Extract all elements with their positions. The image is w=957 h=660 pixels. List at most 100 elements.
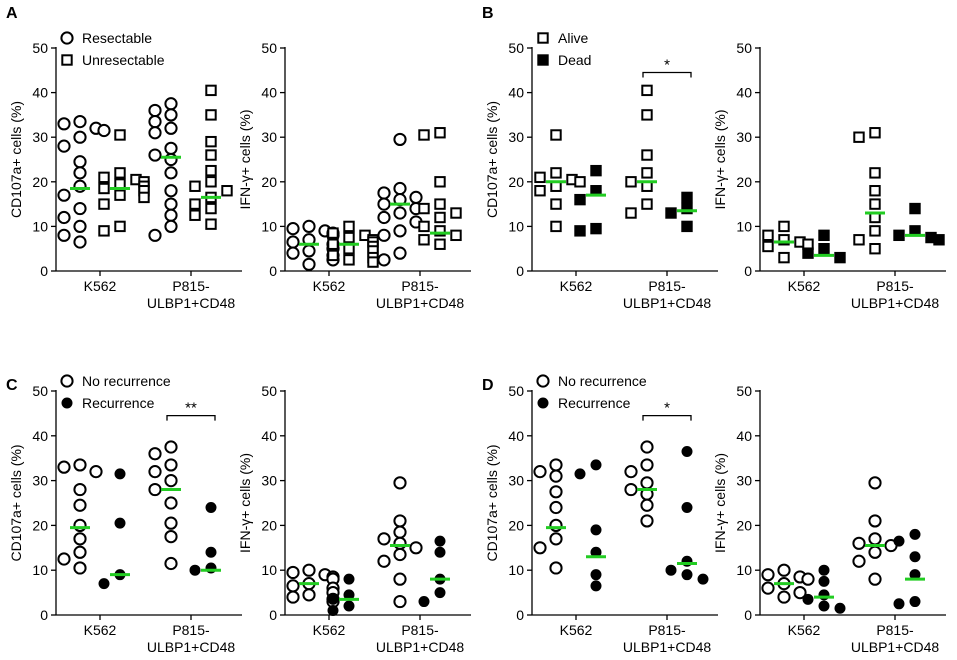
data-point [164,184,178,198]
data-point [590,569,602,581]
data-point [777,590,791,604]
data-point [286,222,300,236]
data-point [164,97,178,111]
data-point [418,202,430,215]
x-tick-label: P815- [876,622,914,638]
y-tick-label: 10 [32,218,48,234]
data-point [450,229,462,242]
data-point [302,563,316,577]
data-point [164,458,178,472]
panel-label-d: D [482,377,494,394]
y-tick-label: 40 [32,428,48,444]
data-point [549,458,563,472]
x-tick-label: K562 [788,278,821,294]
significance-bracket [642,71,692,78]
data-point [302,219,316,233]
data-point [549,469,563,483]
plot-8: 0 10 20 30 40 50 IFN-γ+ cells (%) K562 P815-ULBP… [712,383,946,655]
x-tick-label: K562 [313,278,346,294]
x-tick-label: ULBP1+CD48 [623,639,712,655]
data-point [761,581,775,595]
data-point [377,197,391,211]
data-point [697,573,709,585]
data-point [164,121,178,135]
data-point [57,552,71,566]
legend-marker [61,54,73,66]
x-tick-label: K562 [560,278,593,294]
data-point [909,528,921,540]
data-point [802,593,814,605]
y-tick-label: 20 [508,174,524,190]
data-point [778,234,790,246]
legend-marker [61,397,73,409]
data-point [550,198,562,210]
data-point [205,218,217,230]
data-point [148,228,162,242]
plot-1: 0 10 20 30 40 50 CD107a+ cells (%) K562 P815-ULB… [8,30,242,311]
data-point [114,167,126,179]
data-point [377,186,391,200]
data-point [834,602,846,614]
x-tick-label: P815- [172,622,210,638]
y-tick-label: 30 [32,129,48,145]
plot-7: 0 10 20 30 40 50 CD107a+ cells (%) K562 P815-ULB… [484,373,718,655]
y-axis-label: IFN-γ+ cells (%) [712,110,728,210]
data-point [73,179,87,193]
legend-label: Recurrence [558,395,631,411]
y-tick-label: 0 [744,607,752,623]
data-point [367,256,379,268]
data-point [205,546,217,558]
data-point [164,530,178,544]
data-point [57,228,71,242]
data-point [73,155,87,169]
data-point [393,181,407,196]
y-tick-label: 0 [516,263,524,279]
data-point [641,84,653,97]
data-point [869,198,881,210]
data-point [418,220,430,233]
data-point [909,202,921,215]
data-point [286,590,300,604]
data-point [574,225,586,237]
data-point [434,127,446,139]
data-point [533,465,547,479]
data-point [625,176,637,188]
data-point [640,514,654,528]
data-point [98,225,110,237]
data-point [114,129,126,141]
data-point [73,482,87,497]
y-tick-label: 40 [736,85,752,101]
y-tick-label: 40 [32,85,48,101]
data-point [98,198,110,210]
data-point [550,220,562,233]
panel-label-a: A [6,5,18,22]
y-tick-label: 40 [508,428,524,444]
legend-label: Unresectable [82,52,165,68]
y-tick-label: 40 [736,428,752,444]
data-point [681,202,693,215]
data-point [640,440,654,454]
y-tick-label: 30 [508,473,524,489]
y-tick-label: 50 [32,40,48,56]
data-point [148,103,162,118]
data-point [164,108,178,122]
data-point [590,164,602,177]
data-point [205,109,217,121]
legend-label: No recurrence [558,373,647,389]
data-point [681,191,693,204]
data-point [409,541,423,555]
data-point [641,198,653,210]
data-point [624,482,638,497]
data-point [148,148,162,162]
legend-marker [60,374,74,388]
data-point [57,210,71,225]
data-point [533,541,547,555]
data-point [393,547,407,562]
data-point [377,554,391,568]
data-point [57,460,71,474]
data-point [641,109,653,121]
data-point [853,234,865,246]
data-point [933,234,945,246]
y-axis-label: CD107a+ cells (%) [8,101,24,218]
